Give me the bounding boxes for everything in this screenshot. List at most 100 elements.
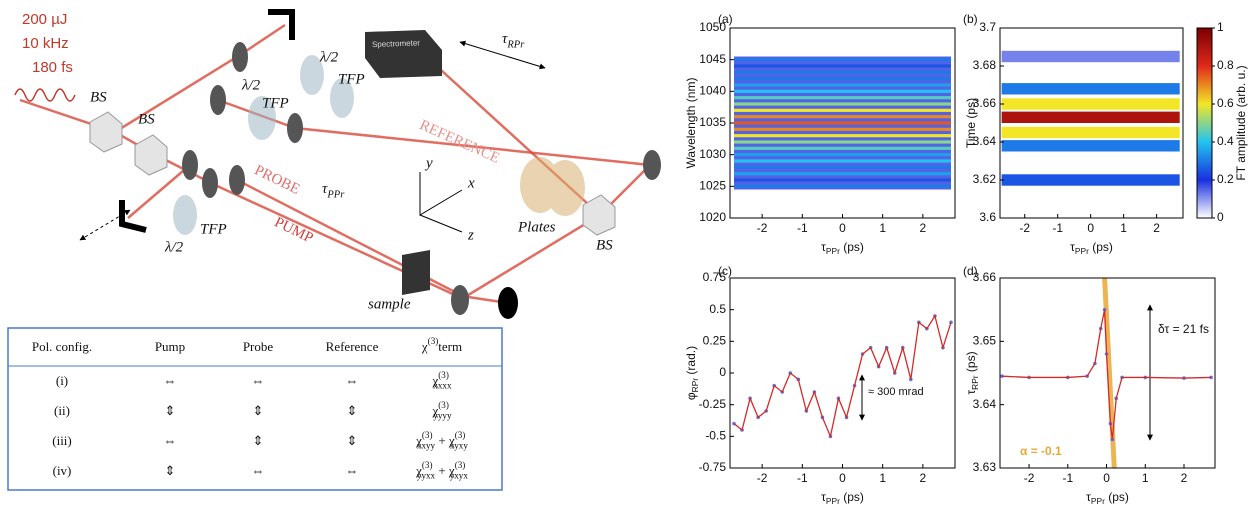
table-cell: χ(3) yyyy: [432, 400, 452, 420]
y-tick-label: 1025: [699, 179, 726, 193]
text-part: RPr: [690, 378, 700, 393]
text-part: (ps): [1089, 240, 1113, 254]
table-cell: ⇕: [253, 403, 264, 418]
spectral-row: [734, 146, 951, 150]
text-part: (ps): [840, 240, 864, 254]
text-part: χ: [448, 433, 455, 448]
x-tick-label: 2: [920, 221, 927, 235]
text-part: (ps): [964, 351, 978, 375]
x-tick-label: -2: [757, 471, 768, 485]
ft-band: [1001, 111, 1180, 123]
table-cell: ⇔: [346, 373, 359, 388]
text-part: Time (ps): [964, 98, 978, 148]
y-tick-label: 1035: [699, 115, 726, 129]
table-cell: ⇕: [253, 433, 264, 448]
table-cell: ⇔: [164, 433, 177, 448]
table-cell: χ(3) xxxx: [432, 370, 452, 390]
y-tick-label: 3.65: [973, 334, 997, 348]
label: τPPr: [322, 181, 345, 200]
label: TFP: [200, 221, 227, 237]
text-part: τ: [1070, 240, 1075, 254]
text-part: (3): [422, 460, 433, 470]
ft-band: [1001, 174, 1180, 186]
text-part: (ps): [1105, 490, 1129, 504]
colorbar-tick-label: 0.6: [1217, 96, 1234, 110]
x-tick-label: -1: [1052, 221, 1063, 235]
spectral-row: [734, 89, 951, 93]
text-part: χ: [415, 463, 422, 478]
x-tick-label: 0: [1087, 221, 1094, 235]
panel-letter: (d): [963, 264, 978, 278]
text-part: PPr: [826, 246, 840, 256]
text-part: xxxx: [433, 381, 452, 391]
table-cell: Pol. config.: [32, 339, 92, 354]
spectral-row: [734, 159, 951, 163]
label: Plates: [517, 219, 556, 235]
label: τRPr: [502, 31, 525, 50]
text-part: yyxx: [417, 471, 436, 481]
fit-line: [1001, 309, 1212, 440]
x-axis-label: τPPr (ps): [821, 490, 864, 506]
panel-letter: (c): [718, 264, 732, 278]
beam-splitter: [134, 134, 168, 176]
text-part: (rad.): [684, 346, 698, 378]
annotation: α = -0.1: [1020, 444, 1062, 458]
text-part: (3): [428, 336, 439, 346]
spectral-row: [734, 121, 951, 125]
x-tick-label: 2: [920, 471, 927, 485]
text-part: τ: [322, 181, 328, 197]
colorbar-tick-label: 0.2: [1217, 172, 1234, 186]
y-tick-label: 1030: [699, 147, 726, 161]
label: Spectrometer: [372, 38, 421, 49]
delay-arrow: [459, 40, 546, 70]
text-part: (3): [422, 430, 433, 440]
sample: [402, 250, 430, 295]
y-tick-label: 3.68: [973, 58, 997, 72]
text-part: χ: [432, 373, 439, 388]
x-tick-label: 1: [1142, 471, 1149, 485]
table-cell: (iii): [52, 433, 72, 448]
text-part: PPr: [826, 496, 840, 506]
table-cell: χ(3) xxyy + χ(3) xyxy: [415, 430, 468, 450]
label: sample: [368, 296, 411, 312]
label: λ/2: [241, 77, 261, 93]
plates: [520, 157, 585, 216]
y-tick-label: 3.62: [973, 172, 997, 186]
spectral-row: [734, 64, 951, 68]
spectral-row: [734, 96, 951, 100]
axes-glyph: [419, 214, 463, 233]
y-tick-label: 3.6: [979, 210, 996, 224]
laser-spec: 10 kHz: [22, 35, 69, 52]
y-tick-label: 1040: [699, 84, 726, 98]
table-cell: ⇔: [164, 373, 177, 388]
spectral-row: [734, 127, 951, 131]
x-tick-label: -1: [797, 471, 808, 485]
ft-band: [1001, 98, 1180, 110]
spectral-row: [734, 102, 951, 106]
beam-splitter: [582, 194, 616, 236]
y-axis-label: τRPr (ps): [964, 351, 980, 394]
y-tick-label: 3.63: [973, 460, 997, 474]
table-cell: Probe: [243, 339, 274, 354]
text-part: yxyx: [450, 471, 469, 481]
waveplates: [173, 55, 354, 235]
fit-line: [733, 314, 952, 439]
colorbar-tick-label: 0.8: [1217, 58, 1234, 72]
y-tick-label: 3.7: [979, 20, 996, 34]
table-cell: ⇔: [252, 463, 265, 478]
pulse: [14, 88, 76, 102]
ft-band: [1001, 50, 1180, 63]
spectral-row: [734, 140, 951, 144]
beam: [127, 164, 191, 219]
table-frame: [7, 327, 503, 491]
text-part: PPr: [326, 190, 345, 201]
label: TFP: [262, 95, 289, 111]
table-cell: (i): [56, 373, 68, 388]
y-tick-label: -0.5: [705, 429, 726, 443]
y-tick-label: 3.64: [973, 397, 997, 411]
label: λ/2: [164, 239, 184, 255]
text-part: xxyy: [417, 441, 436, 451]
x-axis-label: τPPr (ps): [1070, 240, 1113, 256]
